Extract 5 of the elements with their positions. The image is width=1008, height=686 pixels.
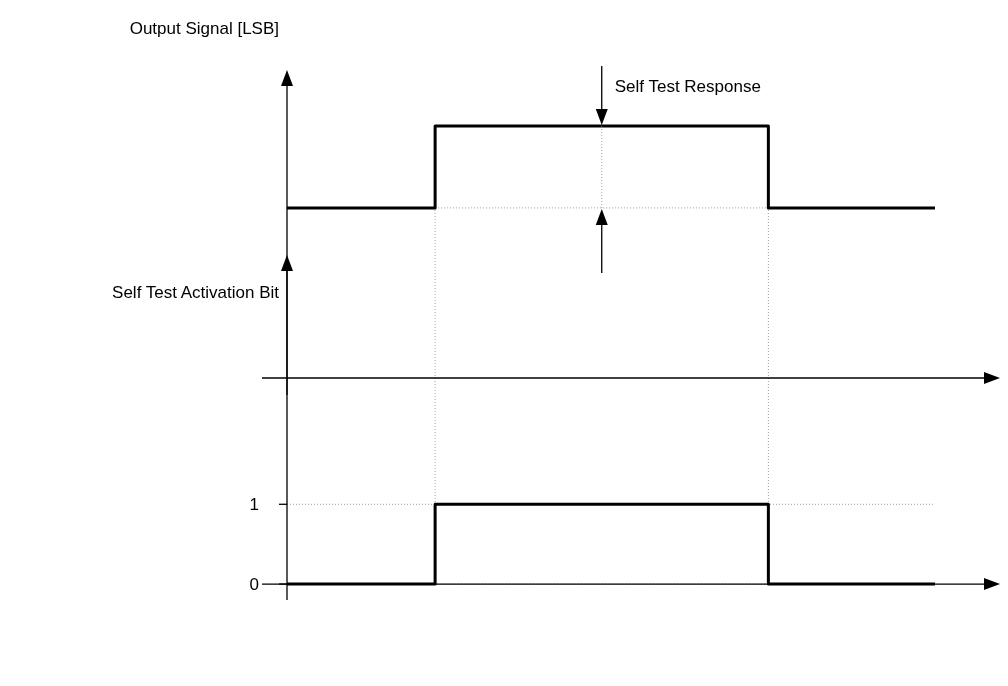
text: Self Test Response bbox=[614, 76, 761, 96]
y-axis-title: Output Signal [LSB] bbox=[129, 18, 279, 38]
y-axis-title: Self Test Activation Bit bbox=[112, 282, 280, 302]
y-tick-label: 1 bbox=[249, 495, 259, 515]
y-tick-label: 0 bbox=[249, 575, 259, 594]
